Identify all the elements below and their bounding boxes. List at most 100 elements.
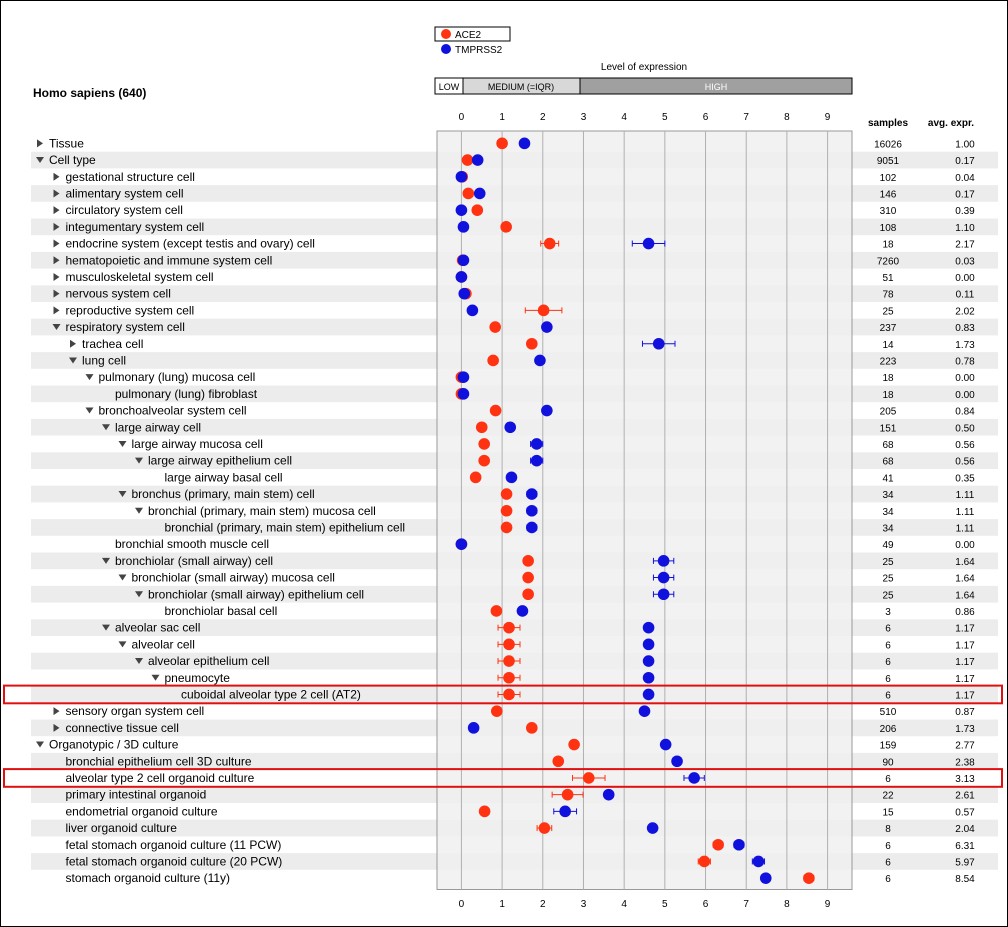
- collapse-arrow-icon[interactable]: [102, 557, 110, 564]
- row-label: pulmonary (lung) fibroblast: [115, 387, 258, 401]
- collapse-arrow-icon[interactable]: [52, 324, 61, 331]
- collapse-arrow-icon[interactable]: [36, 157, 44, 164]
- avg-expr-value: 2.77: [955, 741, 975, 752]
- row-label[interactable]: bronchiolar (small airway) mucosa cell: [132, 571, 335, 585]
- tmprss2-point: [518, 137, 531, 150]
- row-label[interactable]: large airway cell: [115, 420, 201, 434]
- row-label[interactable]: alveolar epithelium cell: [148, 654, 269, 668]
- expand-arrow-icon[interactable]: [53, 256, 60, 265]
- samples-value: 90: [882, 757, 894, 768]
- avg-expr-value: 1.10: [955, 223, 975, 234]
- expand-arrow-icon[interactable]: [37, 139, 43, 148]
- expand-arrow-icon[interactable]: [53, 306, 60, 315]
- samples-value: 34: [882, 490, 894, 501]
- ace2-point: [500, 504, 513, 517]
- ace2-point: [522, 555, 534, 567]
- expand-arrow-icon[interactable]: [53, 707, 60, 716]
- row-label[interactable]: trachea cell: [82, 337, 143, 351]
- collapse-arrow-icon[interactable]: [118, 574, 127, 581]
- row-label[interactable]: bronchus (primary, main stem) cell: [132, 487, 315, 501]
- row-label[interactable]: bronchoalveolar system cell: [99, 404, 247, 418]
- row-label[interactable]: respiratory system cell: [66, 320, 185, 334]
- row-label[interactable]: Cell type: [49, 153, 96, 167]
- row-label[interactable]: bronchiolar (small airway) epithelium ce…: [148, 587, 364, 601]
- tmprss2-point: [759, 872, 772, 884]
- grid-lines: [460, 131, 829, 890]
- avg-expr-value: 1.17: [955, 674, 975, 685]
- expand-arrow-icon[interactable]: [53, 206, 60, 215]
- collapse-arrow-icon[interactable]: [135, 658, 143, 665]
- expand-arrow-icon[interactable]: [53, 172, 60, 181]
- row-label[interactable]: reproductive system cell: [66, 303, 195, 317]
- row-label[interactable]: musculoskeletal system cell: [66, 270, 214, 284]
- avg-expr-value: 1.17: [955, 657, 975, 668]
- row-label[interactable]: bronchial (primary, main stem) mucosa ce…: [148, 504, 376, 518]
- row-label[interactable]: connective tissue cell: [66, 721, 179, 735]
- row-label[interactable]: Organotypic / 3D culture: [49, 738, 179, 752]
- collapse-arrow-icon[interactable]: [85, 407, 94, 414]
- collapse-arrow-icon[interactable]: [135, 591, 143, 598]
- collapse-arrow-icon[interactable]: [36, 741, 44, 748]
- ace2-point: [461, 154, 474, 166]
- avg-expr-value: 0.04: [955, 173, 975, 184]
- row-label[interactable]: nervous system cell: [66, 287, 171, 301]
- collapse-arrow-icon[interactable]: [135, 507, 143, 514]
- tmprss2-point: [642, 237, 655, 250]
- row-label[interactable]: Tissue: [49, 136, 84, 150]
- expand-arrow-icon[interactable]: [53, 289, 60, 298]
- tmprss2-point: [455, 170, 468, 183]
- tmprss2-point: [657, 571, 670, 584]
- row-label[interactable]: pneumocyte: [165, 671, 231, 685]
- row-label[interactable]: large airway epithelium cell: [148, 454, 292, 468]
- avg-expr-value: 2.02: [955, 306, 975, 317]
- row-label[interactable]: alveolar sac cell: [115, 621, 200, 635]
- collapse-arrow-icon[interactable]: [151, 674, 160, 681]
- x-tick-label-bottom: 4: [621, 899, 627, 910]
- row-label[interactable]: lung cell: [82, 353, 126, 367]
- expand-arrow-icon[interactable]: [53, 272, 60, 281]
- row-label[interactable]: circulatory system cell: [66, 203, 183, 217]
- collapse-arrow-icon[interactable]: [69, 357, 77, 364]
- row-label[interactable]: hematopoietic and immune system cell: [66, 253, 273, 267]
- avg-expr-value: 0.00: [955, 540, 975, 551]
- collapse-arrow-icon[interactable]: [102, 424, 110, 431]
- row-label[interactable]: pulmonary (lung) mucosa cell: [99, 370, 256, 384]
- expand-arrow-icon[interactable]: [53, 239, 60, 248]
- collapse-arrow-icon[interactable]: [85, 374, 94, 381]
- collapse-arrow-icon[interactable]: [102, 624, 110, 631]
- row-label[interactable]: endocrine system (except testis and ovar…: [66, 237, 315, 251]
- samples-value: 34: [882, 523, 894, 534]
- row-label[interactable]: integumentary system cell: [66, 220, 205, 234]
- row-label[interactable]: large airway mucosa cell: [132, 437, 263, 451]
- avg-expr-column-header: avg. expr.: [928, 118, 974, 129]
- data-points: [455, 137, 815, 884]
- row-label[interactable]: bronchiolar (small airway) cell: [115, 554, 273, 568]
- ace2-point: [500, 488, 513, 500]
- row-label[interactable]: sensory organ system cell: [66, 704, 205, 718]
- row-label[interactable]: alveolar cell: [132, 637, 195, 651]
- expand-arrow-icon[interactable]: [53, 723, 60, 732]
- collapse-arrow-icon[interactable]: [118, 491, 127, 498]
- tmprss2-point: [646, 822, 659, 834]
- tmprss2-point: [602, 788, 615, 801]
- level-medium-label: MEDIUM (=IQR): [488, 82, 554, 92]
- collapse-arrow-icon[interactable]: [135, 457, 143, 464]
- expand-arrow-icon[interactable]: [70, 339, 76, 348]
- ace2-point: [698, 855, 711, 868]
- expand-arrow-icon[interactable]: [53, 222, 60, 231]
- samples-value: 8: [885, 824, 891, 835]
- expand-arrow-icon[interactable]: [53, 189, 60, 198]
- tmprss2-point: [525, 504, 538, 517]
- samples-value: 6: [885, 841, 891, 852]
- avg-expr-value: 5.97: [955, 857, 975, 868]
- collapse-arrow-icon[interactable]: [118, 641, 127, 648]
- avg-expr-value: 2.04: [955, 824, 975, 835]
- x-tick-label-bottom: 7: [743, 899, 749, 910]
- collapse-arrow-icon[interactable]: [118, 440, 127, 447]
- ace2-point: [475, 421, 488, 434]
- samples-value: 41: [882, 473, 894, 484]
- row-label[interactable]: alimentary system cell: [66, 186, 184, 200]
- row-label[interactable]: gestational structure cell: [66, 170, 195, 184]
